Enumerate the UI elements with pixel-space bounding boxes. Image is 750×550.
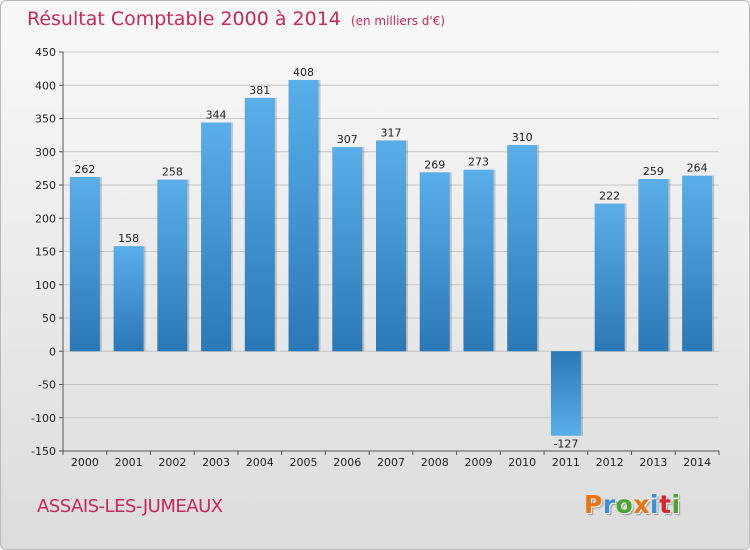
data-label: 158 (118, 232, 139, 245)
y-tick-label: 300 (35, 146, 56, 159)
y-tick-label: 50 (42, 312, 56, 325)
x-tick-label: 2000 (71, 456, 99, 469)
data-label: 381 (249, 84, 270, 97)
bar-2008 (419, 172, 450, 352)
bar-2013 (638, 179, 669, 352)
axes: -150 -100 -50 0 50 100 150 200 250 300 350 400 450 20… (31, 46, 720, 469)
y-tick-label: -150 (31, 445, 56, 458)
y-tick-label: -50 (38, 379, 56, 392)
x-tick-label: 2005 (290, 456, 318, 469)
bar-2010 (507, 145, 538, 352)
bar-2006 (332, 147, 363, 352)
y-tick-label: 450 (35, 46, 56, 59)
data-label: 310 (512, 131, 533, 144)
bar-2000 (69, 177, 100, 352)
data-label: 408 (293, 66, 314, 79)
bar-2012 (594, 203, 625, 352)
data-label: 269 (424, 158, 445, 171)
x-tick-label: 2014 (683, 456, 711, 469)
logo-letter: o (615, 490, 634, 519)
x-tick-label: 2012 (596, 456, 624, 469)
commune-name: ASSAIS-LES-JUMEAUX (37, 496, 223, 517)
logo-letter: i (671, 490, 681, 519)
bar-2001 (113, 246, 144, 352)
x-tick-label: 2002 (158, 456, 186, 469)
x-tick-label: 2007 (377, 456, 405, 469)
x-tick-label: 2006 (333, 456, 361, 469)
data-label: 264 (687, 162, 708, 175)
y-tick-label: 0 (49, 345, 56, 358)
data-label: 273 (468, 156, 489, 169)
data-label: 259 (643, 165, 664, 178)
bar-2009 (463, 169, 494, 352)
logo-letter: r (602, 490, 616, 519)
x-tick-label: 2013 (639, 456, 667, 469)
x-tick-label: 2004 (246, 456, 274, 469)
y-tick-label: 200 (35, 212, 56, 225)
data-labels: 262 158 258 344 381 408 307 317 269 273 310 -127 222… (74, 66, 707, 451)
y-tick-label: 400 (35, 79, 56, 92)
y-tick-label: 100 (35, 279, 56, 292)
bars (69, 79, 715, 436)
x-tick-label: 2011 (552, 456, 580, 469)
bar-2002 (157, 179, 188, 352)
chart-title: Résultat Comptable 2000 à 2014 (en millie… (27, 8, 445, 30)
data-label: 258 (162, 166, 183, 179)
y-tick-label: 250 (35, 179, 56, 192)
data-label: 317 (381, 126, 402, 139)
data-label: 262 (74, 163, 95, 176)
bar-2014 (682, 175, 713, 352)
logo-letter: x (633, 490, 650, 519)
logo-letter: i (650, 490, 660, 519)
data-label: 344 (206, 108, 227, 121)
bar-2007 (376, 140, 406, 352)
x-tick-label: 2003 (202, 456, 230, 469)
data-label: -127 (553, 438, 578, 451)
y-tick-label: 350 (35, 113, 56, 126)
bar-2004 (244, 97, 275, 352)
y-tick-label: -100 (31, 412, 56, 425)
bar-2005 (288, 79, 319, 352)
y-tick-label: 150 (35, 246, 56, 259)
logo-letter: t (659, 490, 672, 519)
data-label: 222 (599, 190, 620, 203)
x-tick-label: 2008 (421, 456, 449, 469)
chart-title-main: Résultat Comptable 2000 à 2014 (27, 8, 341, 30)
logo-letter: P (584, 490, 603, 519)
data-label: 307 (337, 133, 358, 146)
proxiti-logo: Proxiti (584, 490, 681, 519)
x-tick-label: 2010 (508, 456, 536, 469)
x-tick-label: 2001 (115, 456, 143, 469)
chart-subtitle: (en milliers d'€) (350, 14, 446, 28)
x-tick-label: 2009 (464, 456, 492, 469)
bar-2003 (201, 122, 232, 352)
bar-2011 (550, 351, 581, 436)
